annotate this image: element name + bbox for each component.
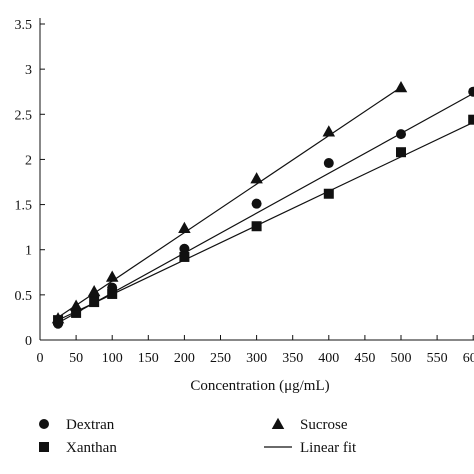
data-point-xanthan xyxy=(107,288,118,299)
data-point-sucrose xyxy=(250,172,263,184)
y-tick-label: 1 xyxy=(25,244,32,259)
legend-circle-icon xyxy=(39,419,49,429)
fit-lines xyxy=(57,86,474,324)
data-point-sucrose xyxy=(322,125,336,137)
data-point-xanthan xyxy=(179,251,190,262)
x-tick-label: 250 xyxy=(210,351,231,366)
y-tick-label: 0 xyxy=(25,334,32,349)
x-tick-label: 500 xyxy=(391,351,412,366)
x-tick-label: 450 xyxy=(354,351,375,366)
x-tick-label: 50 xyxy=(69,351,83,366)
x-tick-label: 200 xyxy=(174,351,195,366)
legend-label: Sucrose xyxy=(300,417,348,433)
fit-line-xanthan xyxy=(57,121,474,321)
data-point-xanthan xyxy=(396,147,406,158)
y-tick-label: 3 xyxy=(25,63,32,78)
data-point-dextran xyxy=(323,158,334,169)
legend-label: Dextran xyxy=(66,417,115,433)
data-point-xanthan xyxy=(468,114,474,125)
data-point-sucrose xyxy=(105,270,119,282)
data-point-sucrose xyxy=(394,80,408,93)
y-tick-label: 0.5 xyxy=(15,289,33,304)
data-point-dextran xyxy=(468,86,474,97)
x-axis-label: Concentration (μg/mL) xyxy=(190,378,329,394)
legend-item: Dextran xyxy=(39,417,115,433)
y-tick-label: 3.5 xyxy=(15,18,33,33)
data-point-dextran xyxy=(251,198,262,209)
axes xyxy=(39,18,474,341)
x-tick-label: 400 xyxy=(318,351,339,366)
data-point-xanthan xyxy=(71,307,82,318)
data-point-sucrose xyxy=(87,284,101,297)
legend-item: Sucrose xyxy=(271,417,348,433)
x-tick-label: 600 xyxy=(463,351,474,366)
y-tick-label: 1.5 xyxy=(15,199,33,214)
x-tick-label: 0 xyxy=(37,351,44,366)
legend-triangle-icon xyxy=(271,417,285,429)
y-tick-label: 2.5 xyxy=(15,108,33,123)
legend-label: Linear fit xyxy=(300,440,357,456)
x-tick-label: 100 xyxy=(102,351,123,366)
y-tick-label: 2 xyxy=(25,153,32,168)
data-point-xanthan xyxy=(89,297,100,308)
data-points xyxy=(51,80,474,329)
x-tick-label: 150 xyxy=(138,351,159,366)
data-point-sucrose xyxy=(69,299,83,311)
data-point-xanthan xyxy=(323,188,334,199)
tick-labels: 0 0.5 1 1.5 2 2.5 3 3.5 0 50 100 150 200 250 300 350 400… xyxy=(15,18,474,366)
legend-item: Xanthan xyxy=(39,440,117,456)
legend-label: Xanthan xyxy=(66,440,117,456)
data-point-dextran xyxy=(179,243,190,254)
x-tick-label: 550 xyxy=(427,351,448,366)
data-point-dextran xyxy=(396,129,406,140)
data-point-xanthan xyxy=(251,221,262,232)
x-tick-label: 300 xyxy=(246,351,267,366)
data-point-sucrose xyxy=(51,312,65,324)
data-point-sucrose xyxy=(178,221,191,234)
legend-square-icon xyxy=(39,442,49,452)
legend-item: Linear fit xyxy=(264,440,357,456)
fit-line-sucrose xyxy=(57,86,402,318)
legend: Dextran Xanthan Sucrose Linear fit xyxy=(39,417,357,456)
x-tick-label: 350 xyxy=(282,351,303,366)
fit-line-dextran xyxy=(57,92,474,324)
